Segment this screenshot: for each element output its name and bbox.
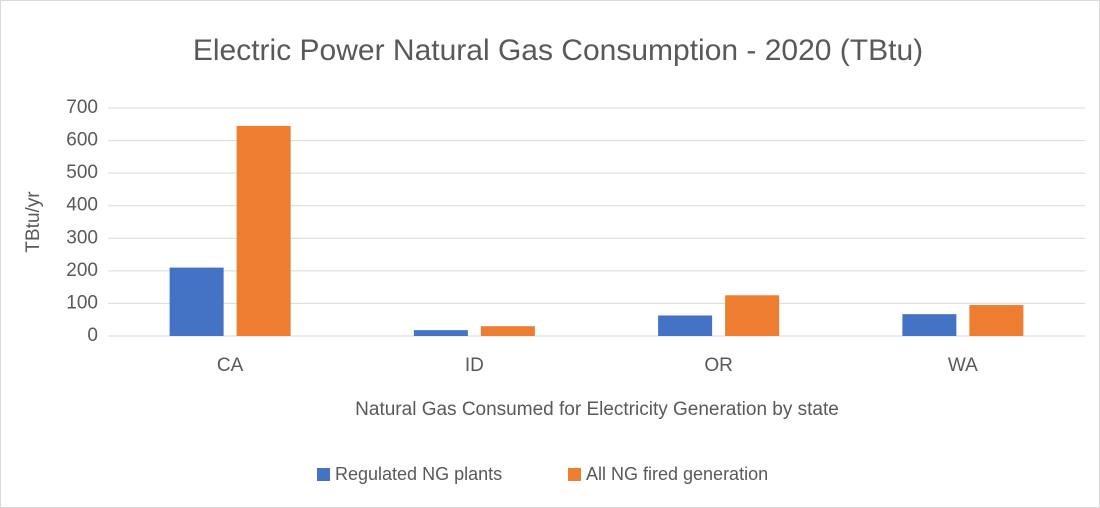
legend-swatch — [568, 468, 581, 481]
x-tick-label: WA — [948, 355, 978, 376]
y-axis-title: TBtu/yr — [23, 191, 44, 253]
x-tick-label: CA — [217, 355, 244, 376]
y-tick-label: 500 — [66, 162, 98, 183]
y-tick-label: 400 — [66, 195, 98, 216]
y-tick-label: 100 — [66, 292, 98, 313]
bar — [658, 315, 713, 336]
x-tick-label: OR — [704, 355, 733, 376]
y-tick-label: 300 — [66, 227, 98, 248]
y-tick-label: 700 — [66, 97, 98, 118]
y-tick-label: 600 — [66, 130, 98, 151]
bar — [169, 267, 224, 336]
x-tick-label: ID — [465, 355, 484, 376]
legend-label: Regulated NG plants — [335, 464, 502, 484]
legend-label: All NG fired generation — [586, 464, 768, 484]
legend-swatch — [317, 468, 330, 481]
bar — [969, 305, 1024, 336]
bar — [236, 125, 291, 337]
y-tick-label: 0 — [87, 325, 98, 346]
bar — [725, 295, 780, 336]
bar — [902, 314, 957, 336]
x-axis-title: Natural Gas Consumed for Electricity Gen… — [355, 399, 839, 420]
y-tick-label: 200 — [66, 260, 98, 281]
chart-title: Electric Power Natural Gas Consumption -… — [193, 34, 923, 67]
bar — [413, 330, 468, 336]
bar — [480, 326, 535, 336]
